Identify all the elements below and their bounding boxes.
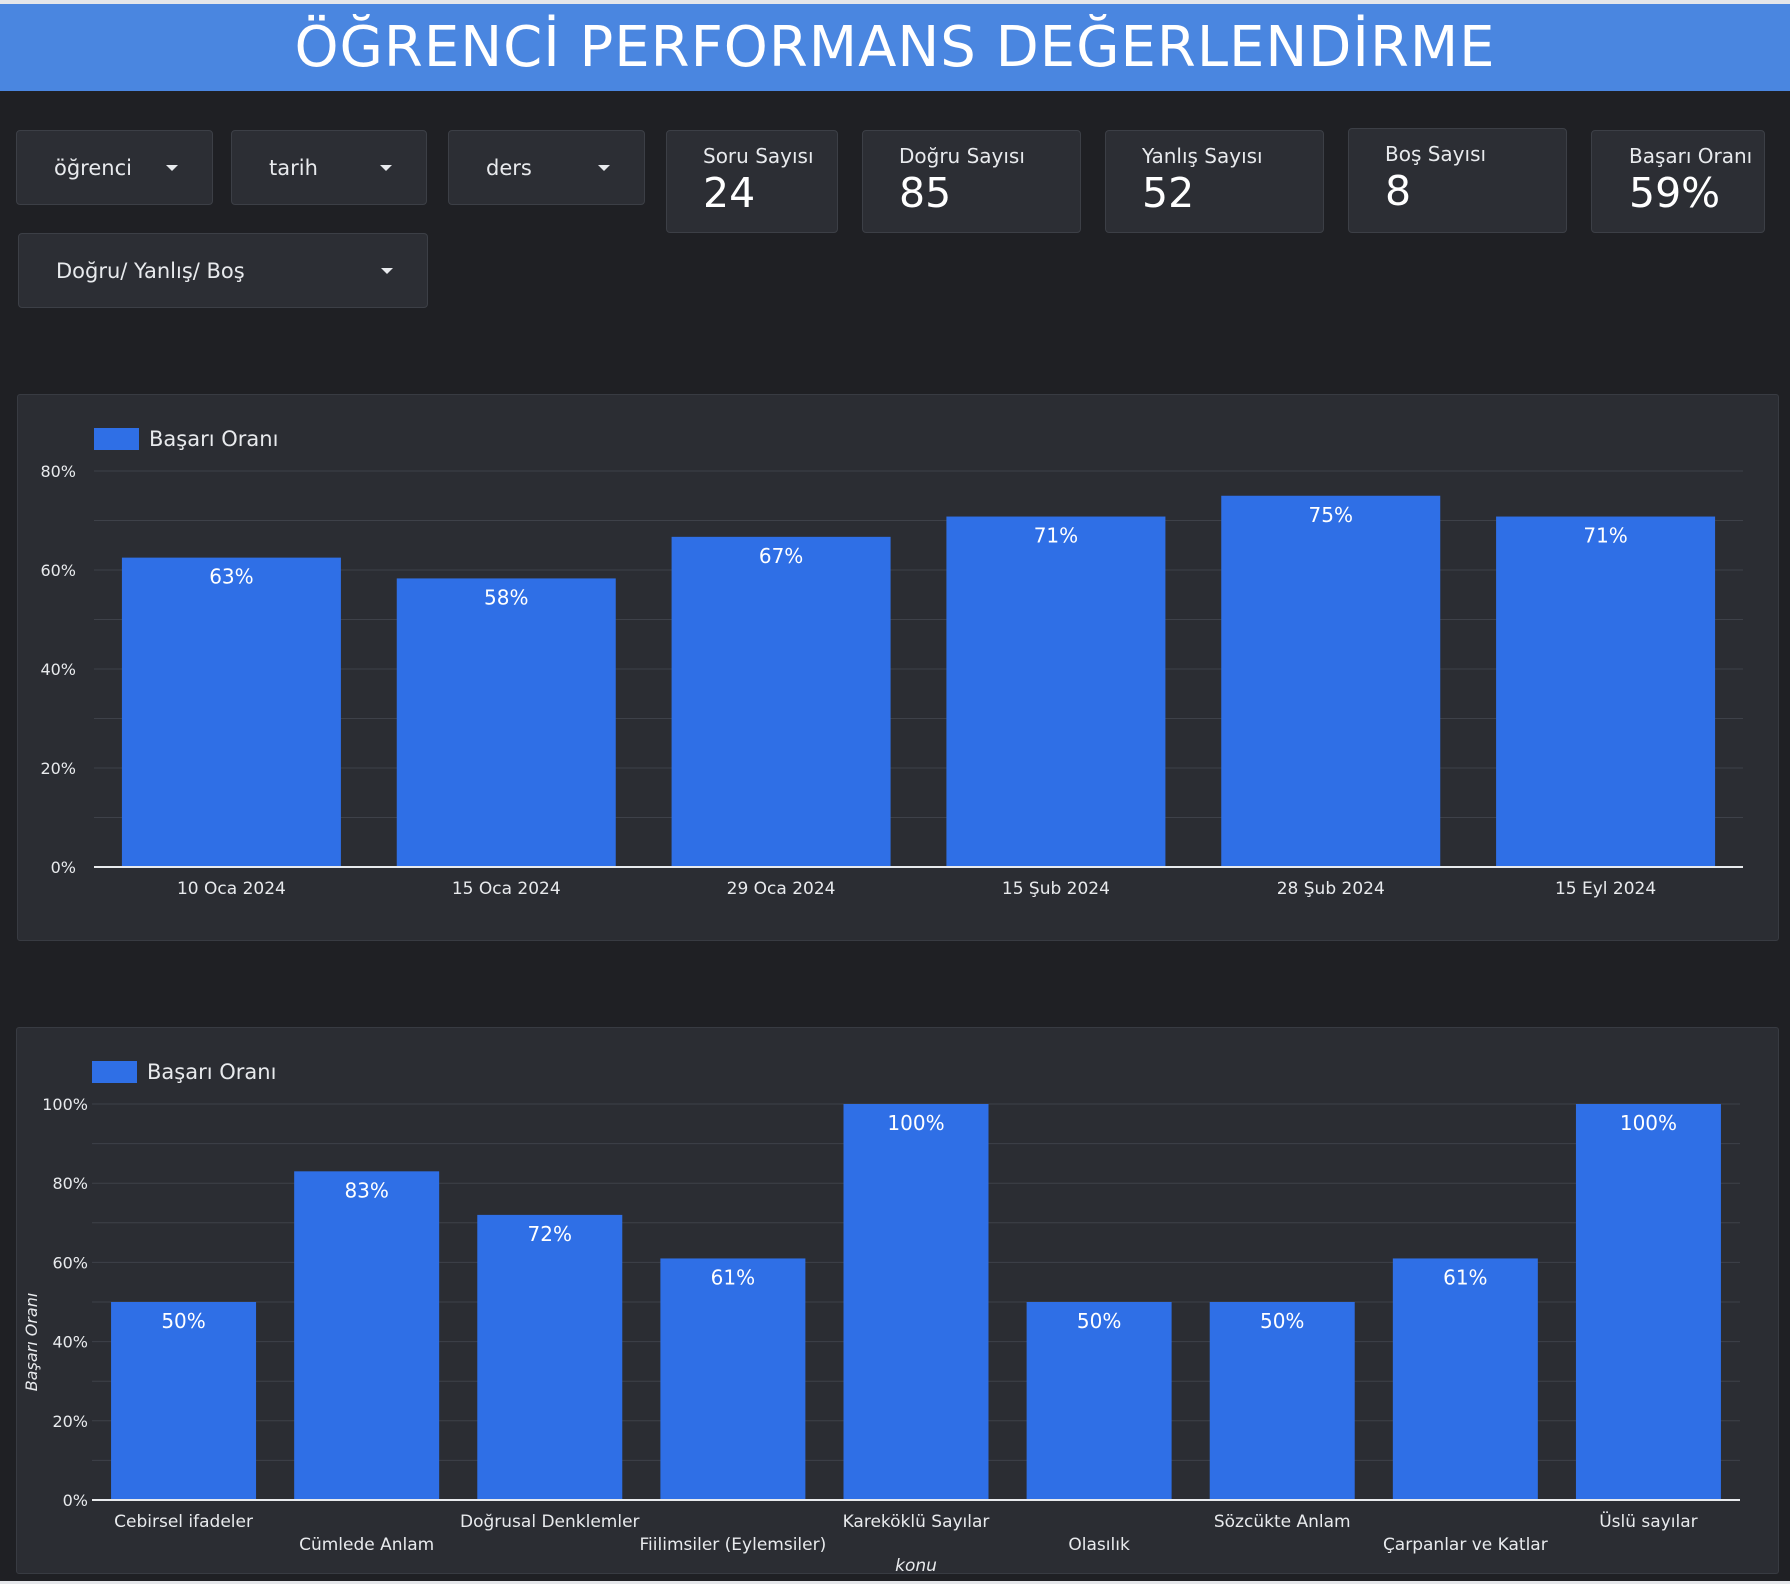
x-tick-label: 29 Oca 2024 bbox=[727, 879, 836, 899]
x-tick-label: Olasılık bbox=[1068, 1535, 1130, 1555]
data-label: 72% bbox=[528, 1222, 572, 1246]
dogru-yanlis-bos-dropdown[interactable]: Doğru/ Yanlış/ Boş bbox=[18, 233, 428, 308]
bar bbox=[477, 1214, 623, 1500]
kpi-label: Başarı Oranı bbox=[1629, 144, 1753, 168]
bar bbox=[946, 516, 1166, 867]
y-tick-label: 80% bbox=[40, 462, 76, 481]
chevron-down-icon bbox=[380, 164, 392, 171]
kpi-yanlis-sayisi: Yanlış Sayısı 52 bbox=[1105, 130, 1324, 233]
chevron-down-icon bbox=[166, 164, 178, 171]
data-label: 83% bbox=[344, 1178, 388, 1202]
ogrenci-dropdown-label: öğrenci bbox=[54, 155, 132, 180]
chevron-down-icon bbox=[598, 164, 610, 171]
bar bbox=[111, 1302, 257, 1500]
kpi-bos-sayisi: Boş Sayısı 8 bbox=[1348, 128, 1567, 233]
x-tick-label: Cebirsel ifadeler bbox=[114, 1512, 253, 1532]
kpi-value: 8 bbox=[1385, 167, 1412, 215]
dogru-yanlis-bos-dropdown-label: Doğru/ Yanlış/ Boş bbox=[56, 258, 245, 283]
legend-label: Başarı Oranı bbox=[147, 1060, 277, 1084]
data-label: 67% bbox=[759, 544, 803, 568]
x-tick-label: 15 Eyl 2024 bbox=[1555, 879, 1656, 899]
y-tick-label: 60% bbox=[40, 561, 76, 580]
y-tick-label: 60% bbox=[52, 1253, 88, 1272]
y-tick-label: 80% bbox=[52, 1174, 88, 1193]
x-axis-title: konu bbox=[895, 1556, 937, 1576]
y-tick-label: 0% bbox=[63, 1491, 88, 1510]
ogrenci-dropdown[interactable]: öğrenci bbox=[16, 130, 213, 205]
kpi-value: 85 bbox=[899, 169, 952, 217]
kpi-label: Soru Sayısı bbox=[703, 144, 814, 168]
y-tick-label: 20% bbox=[52, 1412, 88, 1431]
bottom-border bbox=[0, 1581, 1790, 1584]
x-tick-label: Sözcükte Anlam bbox=[1214, 1512, 1351, 1532]
x-tick-label: 15 Oca 2024 bbox=[452, 879, 561, 899]
bar bbox=[396, 578, 616, 867]
y-tick-label: 20% bbox=[40, 759, 76, 778]
chart-legend: Başarı Oranı bbox=[94, 427, 278, 451]
bar bbox=[294, 1171, 440, 1500]
legend-label: Başarı Oranı bbox=[149, 427, 279, 451]
tarih-dropdown[interactable]: tarih bbox=[231, 130, 427, 205]
data-label: 50% bbox=[161, 1309, 205, 1333]
y-tick-label: 0% bbox=[51, 858, 76, 877]
ders-dropdown-label: ders bbox=[486, 155, 532, 180]
y-tick-label: 40% bbox=[40, 660, 76, 679]
data-label: 58% bbox=[484, 585, 528, 609]
x-tick-label: Cümlede Anlam bbox=[299, 1535, 434, 1555]
top-border bbox=[0, 0, 1790, 4]
bar bbox=[1392, 1258, 1538, 1500]
x-tick-label: Fiilimsiler (Eylemsiler) bbox=[640, 1535, 827, 1555]
bar bbox=[1209, 1302, 1355, 1500]
data-label: 61% bbox=[1443, 1265, 1487, 1289]
y-tick-label: 40% bbox=[52, 1333, 88, 1352]
kpi-soru-sayisi: Soru Sayısı 24 bbox=[666, 130, 838, 233]
x-tick-label: 15 Şub 2024 bbox=[1002, 879, 1110, 899]
x-tick-label: Doğrusal Denklemler bbox=[460, 1512, 640, 1532]
data-label: 61% bbox=[711, 1265, 755, 1289]
page-title: ÖĞRENCİ PERFORMANS DEĞERLENDİRME bbox=[294, 15, 1496, 80]
bar bbox=[1575, 1104, 1721, 1500]
x-tick-label: 28 Şub 2024 bbox=[1277, 879, 1385, 899]
x-tick-label: Üslü sayılar bbox=[1599, 1510, 1697, 1532]
kpi-label: Doğru Sayısı bbox=[899, 144, 1025, 168]
data-label: 100% bbox=[1620, 1111, 1677, 1135]
y-axis-title: Başarı Oranı bbox=[22, 1293, 41, 1392]
chevron-down-icon bbox=[381, 267, 393, 274]
bar bbox=[1221, 495, 1441, 867]
legend-swatch bbox=[92, 1061, 137, 1083]
x-tick-label: Çarpanlar ve Katlar bbox=[1383, 1535, 1548, 1555]
kpi-dogru-sayisi: Doğru Sayısı 85 bbox=[862, 130, 1081, 233]
bar bbox=[843, 1104, 989, 1500]
data-label: 100% bbox=[887, 1111, 944, 1135]
bar bbox=[121, 557, 341, 867]
x-tick-label: Kareköklü Sayılar bbox=[843, 1512, 990, 1532]
bar bbox=[1026, 1302, 1172, 1500]
data-label: 50% bbox=[1260, 1309, 1304, 1333]
data-label: 71% bbox=[1034, 524, 1078, 548]
legend-swatch bbox=[94, 428, 139, 450]
kpi-value: 24 bbox=[703, 169, 756, 217]
kpi-value: 59% bbox=[1629, 169, 1721, 217]
data-label: 50% bbox=[1077, 1309, 1121, 1333]
tarih-dropdown-label: tarih bbox=[269, 155, 318, 180]
page-header: ÖĞRENCİ PERFORMANS DEĞERLENDİRME bbox=[0, 4, 1790, 91]
bar bbox=[1496, 516, 1716, 867]
kpi-basari-orani: Başarı Oranı 59% bbox=[1591, 130, 1765, 233]
y-tick-label: 100% bbox=[42, 1095, 88, 1114]
bar bbox=[660, 1258, 806, 1500]
ders-dropdown[interactable]: ders bbox=[448, 130, 645, 205]
data-label: 71% bbox=[1583, 524, 1627, 548]
x-tick-label: 10 Oca 2024 bbox=[177, 879, 286, 899]
chart-legend: Başarı Oranı bbox=[92, 1060, 276, 1084]
kpi-value: 52 bbox=[1142, 169, 1195, 217]
kpi-label: Yanlış Sayısı bbox=[1142, 144, 1263, 168]
bar bbox=[671, 536, 891, 867]
data-label: 75% bbox=[1309, 503, 1353, 527]
data-label: 63% bbox=[209, 565, 253, 589]
kpi-label: Boş Sayısı bbox=[1385, 142, 1487, 166]
